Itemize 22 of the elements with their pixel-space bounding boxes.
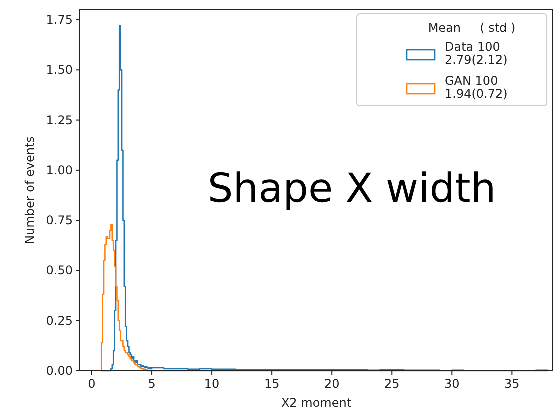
x-tick-label: 5 <box>148 377 156 391</box>
y-tick-label: 0.00 <box>46 364 73 378</box>
x-tick-label: 25 <box>384 377 400 391</box>
x-tick-label: 10 <box>204 377 220 391</box>
y-tick-label: 1.75 <box>46 13 73 28</box>
y-tick-label: 0.75 <box>46 214 73 228</box>
x-tick-label: 30 <box>444 377 460 391</box>
y-tick-label: 1.50 <box>46 63 73 78</box>
legend-label: Data 100 2.79(2.12) <box>445 40 508 67</box>
legend-label: GAN 100 1.94(0.72) <box>445 74 508 101</box>
x-tick-label: 0 <box>88 377 96 391</box>
x-tick-label: 35 <box>504 377 520 391</box>
x-tick-label: 20 <box>324 377 340 391</box>
annotation: Shape X width <box>208 166 496 212</box>
y-axis-title: Number of events <box>23 136 37 244</box>
y-tick-label: 1.00 <box>46 163 73 178</box>
legend-title: Mean ( std ) <box>428 21 516 35</box>
x-tick-label: 15 <box>264 377 280 391</box>
y-tick-label: 1.25 <box>46 113 73 128</box>
x-axis-title: X2 moment <box>281 396 352 410</box>
y-tick-label: 0.50 <box>46 264 73 278</box>
y-tick-label: 0.25 <box>46 314 73 328</box>
